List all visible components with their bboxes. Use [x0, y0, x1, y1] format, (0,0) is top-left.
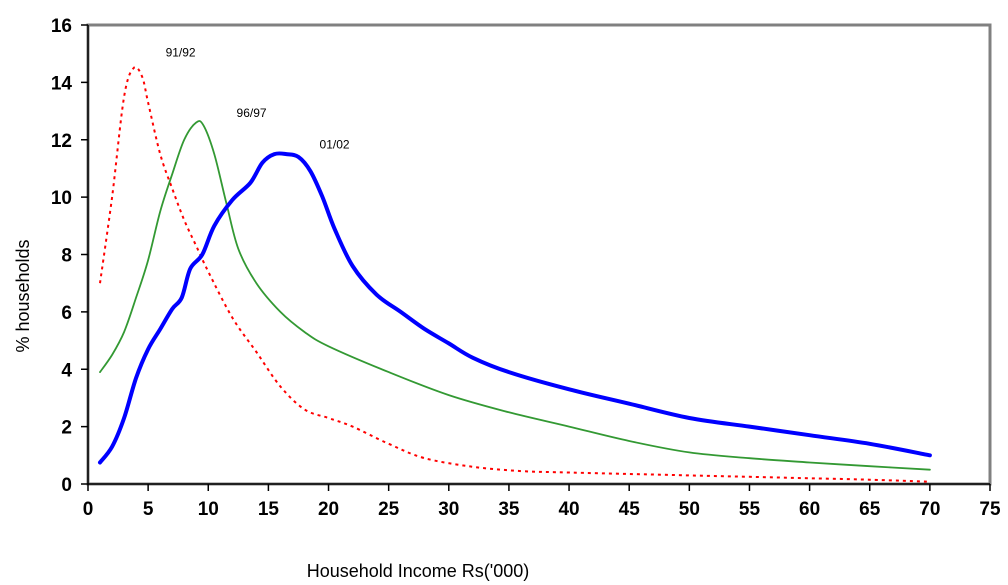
x-tick-label: 15: [258, 499, 280, 520]
series-label-01-02: 01/02: [320, 137, 350, 151]
y-tick-label: 8: [61, 246, 72, 267]
x-tick-label: 45: [619, 499, 641, 520]
x-tick-label: 35: [498, 499, 520, 520]
x-axis-ticks: 0 5 10 15 20 25 30 35 40 45 50 55 60 65 70 75: [83, 484, 1001, 520]
y-axis-ticks: 0 2 4 6 8 10 12 14 16: [51, 16, 88, 496]
x-tick-label: 50: [679, 499, 700, 520]
series-line-96-97: [99, 120, 931, 471]
x-tick-label: 25: [378, 499, 400, 520]
y-tick-label: 2: [61, 418, 72, 439]
x-tick-label: 5: [143, 499, 154, 520]
y-tick-label: 12: [51, 131, 72, 152]
y-tick-label: 6: [61, 303, 72, 324]
x-tick-label: 60: [799, 499, 820, 520]
plot-border: [86, 23, 992, 486]
x-tick-label: 20: [318, 499, 339, 520]
series-layer: [98, 66, 932, 483]
x-tick-label: 30: [438, 499, 459, 520]
series-line-01-02: [98, 151, 932, 465]
x-tick-label: 55: [739, 499, 761, 520]
x-tick-label: 75: [979, 499, 1001, 520]
x-tick-label: 0: [83, 499, 94, 520]
series-line-91-92: [99, 66, 930, 483]
plot-area: [86, 23, 992, 486]
x-tick-label: 40: [558, 499, 579, 520]
x-tick-label: 70: [919, 499, 940, 520]
series-labels: 91/92 96/97 01/02: [166, 46, 350, 152]
y-tick-label: 10: [51, 188, 72, 209]
y-axis-title: % households: [13, 239, 33, 352]
y-tick-label: 14: [51, 73, 73, 94]
x-axis-title: Household Income Rs('000): [307, 561, 530, 581]
y-tick-label: 4: [61, 360, 72, 381]
y-tick-label: 16: [51, 16, 72, 37]
x-tick-label: 65: [859, 499, 881, 520]
series-label-96-97: 96/97: [237, 106, 267, 120]
series-label-91-92: 91/92: [166, 46, 196, 60]
y-tick-label: 0: [61, 475, 72, 496]
x-tick-label: 10: [198, 499, 219, 520]
